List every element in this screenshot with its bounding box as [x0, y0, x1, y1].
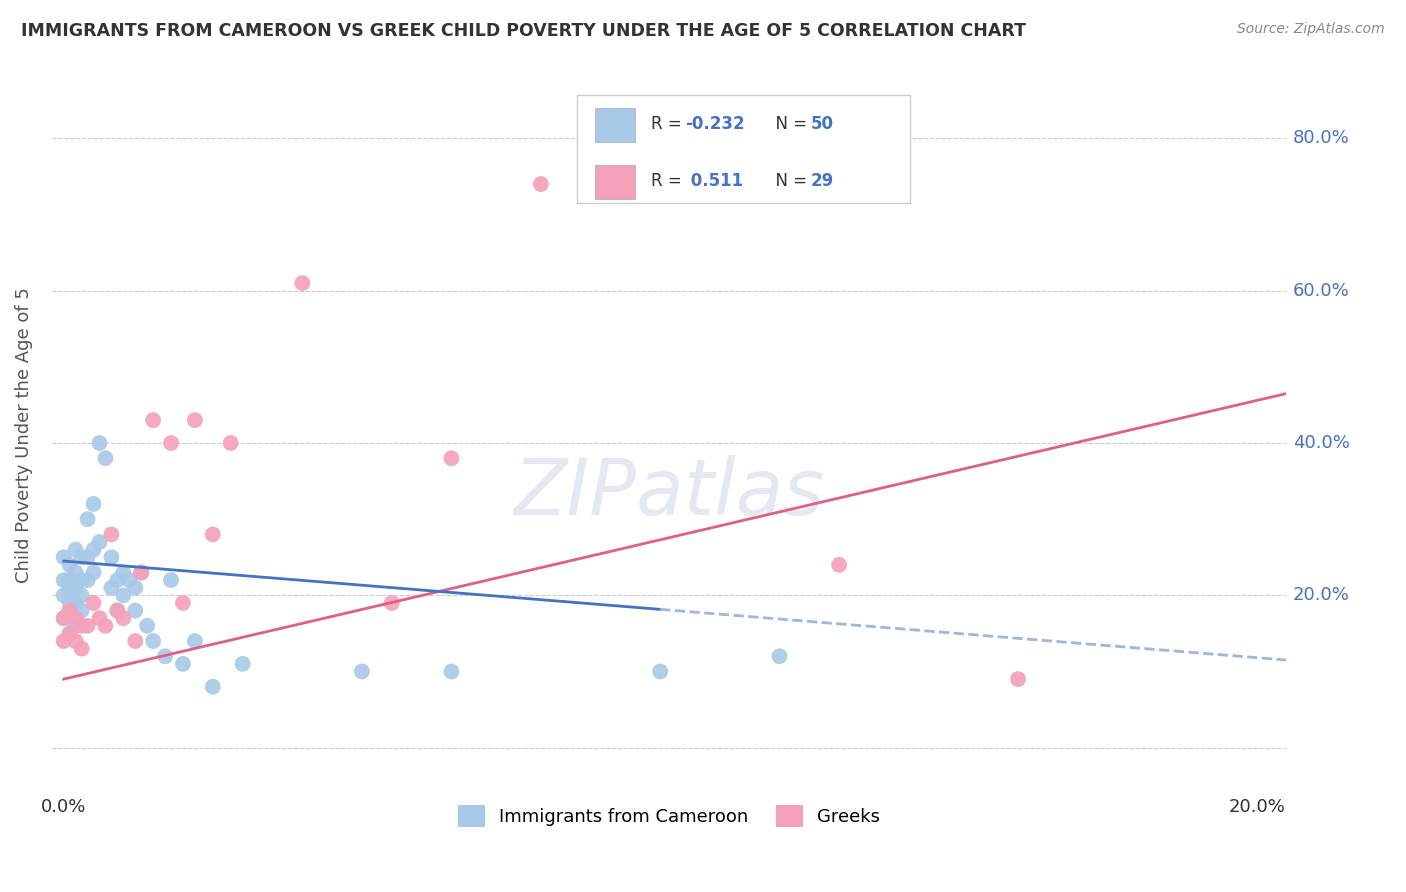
Point — [94, 451, 117, 466]
Point — [89, 436, 111, 450]
Point — [153, 649, 176, 664]
Text: Source: ZipAtlas.com: Source: ZipAtlas.com — [1237, 22, 1385, 37]
Point — [70, 603, 93, 617]
Point — [381, 596, 404, 610]
Point — [59, 581, 82, 595]
Point — [83, 566, 105, 580]
Point — [65, 542, 87, 557]
Point — [89, 535, 111, 549]
Point — [52, 611, 75, 625]
Point — [112, 611, 135, 625]
Point — [201, 527, 224, 541]
Point — [59, 558, 82, 572]
Point — [129, 566, 152, 580]
Text: 80.0%: 80.0% — [1292, 129, 1350, 147]
Point — [291, 276, 314, 290]
Point — [219, 436, 242, 450]
Point — [65, 619, 87, 633]
Point — [52, 611, 75, 625]
Point — [70, 588, 93, 602]
Point — [105, 603, 128, 617]
Point — [112, 588, 135, 602]
Point — [59, 573, 82, 587]
Point — [89, 611, 111, 625]
Point — [530, 177, 553, 191]
Point — [70, 573, 93, 587]
Point — [440, 451, 463, 466]
Text: N =: N = — [765, 172, 813, 190]
Text: 0.511: 0.511 — [685, 172, 744, 190]
Point — [100, 581, 122, 595]
Text: R =: R = — [651, 115, 686, 133]
Point — [70, 641, 93, 656]
Point — [52, 573, 75, 587]
Point — [232, 657, 254, 671]
Point — [76, 512, 98, 526]
Point — [650, 665, 672, 679]
Point — [76, 550, 98, 565]
Point — [83, 542, 105, 557]
Point — [59, 626, 82, 640]
Text: R =: R = — [651, 172, 686, 190]
FancyBboxPatch shape — [595, 108, 634, 142]
Point — [124, 634, 146, 648]
Point — [201, 680, 224, 694]
Point — [172, 596, 194, 610]
Point — [136, 619, 159, 633]
Point — [59, 626, 82, 640]
Text: IMMIGRANTS FROM CAMEROON VS GREEK CHILD POVERTY UNDER THE AGE OF 5 CORRELATION C: IMMIGRANTS FROM CAMEROON VS GREEK CHILD … — [21, 22, 1026, 40]
Text: ZIPatlas: ZIPatlas — [513, 455, 824, 531]
FancyBboxPatch shape — [595, 165, 634, 199]
Point — [83, 497, 105, 511]
Text: 40.0%: 40.0% — [1292, 434, 1350, 452]
Point — [828, 558, 851, 572]
Point — [65, 596, 87, 610]
Point — [59, 603, 82, 617]
Point — [440, 665, 463, 679]
Point — [65, 566, 87, 580]
Point — [52, 588, 75, 602]
Text: -0.232: -0.232 — [685, 115, 745, 133]
Point — [70, 550, 93, 565]
Point — [112, 566, 135, 580]
Point — [184, 413, 207, 427]
Text: 60.0%: 60.0% — [1292, 282, 1350, 300]
Text: 29: 29 — [811, 172, 834, 190]
Point — [768, 649, 790, 664]
Point — [100, 527, 122, 541]
Point — [83, 596, 105, 610]
Point — [105, 603, 128, 617]
Point — [129, 566, 152, 580]
Point — [124, 603, 146, 617]
Point — [184, 634, 207, 648]
Text: N =: N = — [765, 115, 813, 133]
Point — [142, 634, 165, 648]
Point — [65, 581, 87, 595]
Point — [160, 573, 183, 587]
Point — [59, 596, 82, 610]
Point — [100, 550, 122, 565]
Y-axis label: Child Poverty Under the Age of 5: Child Poverty Under the Age of 5 — [15, 287, 32, 583]
Point — [172, 657, 194, 671]
Point — [124, 581, 146, 595]
Point — [76, 573, 98, 587]
Point — [65, 611, 87, 625]
Point — [105, 573, 128, 587]
Point — [142, 413, 165, 427]
Text: 50: 50 — [811, 115, 834, 133]
Point — [160, 436, 183, 450]
Point — [76, 619, 98, 633]
Text: 20.0%: 20.0% — [1292, 586, 1350, 605]
Point — [350, 665, 373, 679]
Point — [1007, 672, 1029, 686]
Legend: Immigrants from Cameroon, Greeks: Immigrants from Cameroon, Greeks — [451, 798, 887, 834]
Point — [52, 634, 75, 648]
Point — [59, 603, 82, 617]
Point — [94, 619, 117, 633]
FancyBboxPatch shape — [576, 95, 910, 202]
Point — [118, 573, 141, 587]
Point — [65, 634, 87, 648]
Point — [70, 619, 93, 633]
Point — [52, 550, 75, 565]
